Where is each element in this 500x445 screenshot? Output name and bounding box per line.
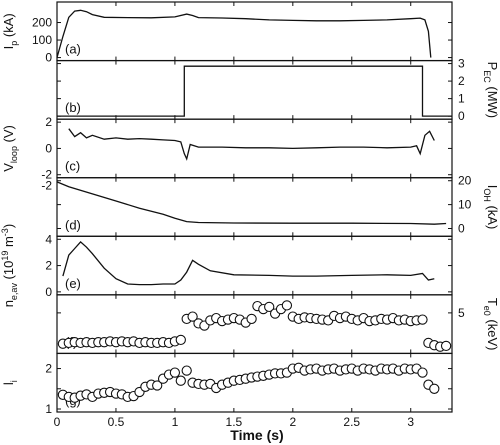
y-axis-label: Te0 (keV) <box>482 298 500 351</box>
data-point <box>429 383 440 394</box>
y-axis-label-part: (kA) <box>1 13 16 40</box>
y-axis-label-part: (MW) <box>485 83 500 118</box>
panel-tag: (e) <box>65 276 81 291</box>
panel-tag: (b) <box>65 100 81 115</box>
data-point <box>264 301 275 313</box>
data-point <box>417 314 428 325</box>
panel-1: 0 1 2 3 (b) PEC (MW) <box>56 57 500 123</box>
data-point <box>175 334 186 346</box>
data-point <box>281 300 293 311</box>
y-tick-label: 2 <box>45 362 52 376</box>
panel-tag: (d) <box>65 217 81 232</box>
y-axis-label: li <box>1 380 19 385</box>
data-point <box>417 367 428 378</box>
data-point <box>246 313 257 325</box>
data-point <box>169 367 181 378</box>
panel-6: 12(g)li <box>1 352 453 416</box>
y-axis-label-part: T <box>485 298 500 306</box>
data-point <box>440 340 452 352</box>
data-point <box>187 311 198 322</box>
y-axis-label-part: EC <box>482 70 492 83</box>
y-axis-label-part: loop <box>9 146 19 163</box>
panel-tag: (c) <box>65 159 80 174</box>
x-tick-label: 1.5 <box>226 415 243 429</box>
y-axis-label-part: I <box>485 185 500 189</box>
y-tick-label: -2 <box>41 168 52 182</box>
x-tick-label: 0 <box>54 415 61 429</box>
series-line <box>68 128 435 161</box>
panel-frame <box>56 177 453 237</box>
y-tick-label: 1 <box>45 402 52 416</box>
y-axis-label-part: OH <box>482 188 492 202</box>
y-axis-label-part: V <box>1 163 16 172</box>
y-axis-label-part: m <box>1 236 16 250</box>
y-tick-label: 2 <box>458 74 465 88</box>
y-axis-label-part: 19 <box>0 251 10 261</box>
y-axis-label: IOH (kA) <box>482 185 500 230</box>
y-axis-label-part: n <box>1 300 16 307</box>
y-axis-label-part: (V) <box>1 125 16 146</box>
y-tick-label: 3 <box>458 57 465 71</box>
y-tick-label: 10 <box>458 198 472 212</box>
y-tick-label: 1 <box>458 92 465 106</box>
series-line <box>56 9 432 58</box>
panel-frame <box>56 59 453 120</box>
series-line <box>57 65 452 117</box>
x-tick-label: 2.5 <box>343 415 360 429</box>
panel-4: 0 2 4 (e) ne,av (1019 m-3) <box>0 224 453 307</box>
y-axis-label-part: ) <box>1 224 16 228</box>
y-tick-label: 100 <box>32 33 52 47</box>
y-axis-label-part: P <box>485 62 500 71</box>
y-tick-label: 0 <box>458 109 465 123</box>
data-point <box>175 375 186 386</box>
y-axis-label-part: p <box>9 41 19 46</box>
y-axis-label-part: e,av <box>9 283 19 301</box>
y-axis-label-part: (kA) <box>485 202 500 229</box>
y-axis-label-part: e0 <box>482 306 492 316</box>
y-tick-label: 0 <box>458 222 465 236</box>
x-tick-label: 2 <box>289 415 296 429</box>
panel-3: 0 10 20 -2 (d) IOH (kA) <box>41 174 500 237</box>
series-line <box>62 240 435 286</box>
panel-frame <box>56 235 453 296</box>
x-tick-label: 1 <box>172 415 179 429</box>
y-axis-label-part: (keV) <box>485 316 500 351</box>
y-axis-label-part: I <box>1 46 16 50</box>
y-axis-label: Ip (kA) <box>1 13 19 49</box>
y-tick-label: 4 <box>45 232 52 246</box>
x-tick-label: 0.5 <box>108 415 125 429</box>
panel-0: 0 100 200 (a) Ip (kA) <box>1 1 453 65</box>
x-axis: Time (s) 0 0.5 1 1.5 2 2.5 3 <box>54 415 415 443</box>
y-axis-label-part: -3 <box>0 228 10 236</box>
y-axis-label: ne,av (1019 m-3) <box>0 224 19 307</box>
panel-2: -2 0 2 (c) Vloop (V) <box>1 115 453 182</box>
panel-5: 5(f)Te0 (keV) <box>56 294 500 355</box>
y-tick-label: 2 <box>45 115 52 129</box>
data-point <box>181 365 192 376</box>
panel-frame <box>56 1 453 62</box>
y-axis-label: PEC (MW) <box>482 62 500 119</box>
data-point <box>152 380 163 391</box>
series-line <box>56 181 447 225</box>
panel-frame <box>56 352 453 413</box>
y-tick-label: 20 <box>458 174 472 188</box>
x-tick-label: 3 <box>407 415 414 429</box>
y-tick-label: 0 <box>45 141 52 155</box>
y-axis-label-part: (10 <box>1 261 16 283</box>
y-tick-label: 0 <box>45 51 52 65</box>
y-axis-label-part: i <box>9 380 19 382</box>
y-tick-label: -2 <box>41 179 52 193</box>
y-tick-label: 5 <box>458 306 465 320</box>
y-tick-label: 2 <box>45 259 52 273</box>
x-axis-label: Time (s) <box>230 427 283 443</box>
y-tick-label: 200 <box>32 16 52 30</box>
y-axis-label-part: l <box>1 382 16 385</box>
y-tick-label: 0 <box>45 285 52 299</box>
panel-tag: (a) <box>65 42 81 57</box>
y-axis-label: Vloop (V) <box>1 125 19 172</box>
